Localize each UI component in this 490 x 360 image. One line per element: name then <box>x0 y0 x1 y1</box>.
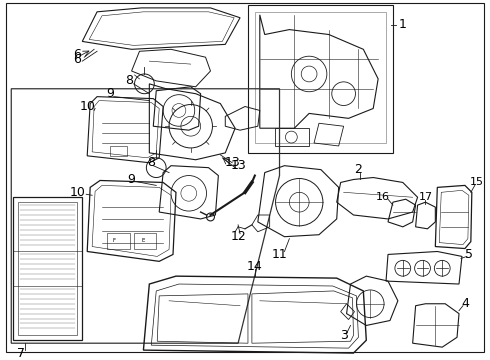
Text: 3: 3 <box>340 329 347 342</box>
Text: F: F <box>112 238 115 243</box>
Text: 10: 10 <box>79 100 95 113</box>
Text: 4: 4 <box>461 297 469 310</box>
Text: 12: 12 <box>230 230 246 243</box>
Text: 11: 11 <box>271 248 288 261</box>
Text: 16: 16 <box>376 192 390 202</box>
Text: 2: 2 <box>354 163 362 176</box>
Text: 13: 13 <box>230 159 246 172</box>
Text: 9: 9 <box>106 87 114 100</box>
Text: 9: 9 <box>128 173 136 186</box>
Text: 15: 15 <box>470 177 484 188</box>
Text: 6: 6 <box>74 48 81 61</box>
Text: 8: 8 <box>147 156 155 169</box>
Text: 14: 14 <box>247 260 263 273</box>
Text: 13: 13 <box>224 156 240 169</box>
Text: 10: 10 <box>70 186 85 199</box>
Text: 17: 17 <box>418 192 433 202</box>
Text: 5: 5 <box>465 248 473 261</box>
Text: 1: 1 <box>399 18 407 31</box>
Text: 6: 6 <box>74 53 81 66</box>
Text: E: E <box>142 238 145 243</box>
Text: 8: 8 <box>125 75 134 87</box>
Text: 7: 7 <box>17 347 25 360</box>
